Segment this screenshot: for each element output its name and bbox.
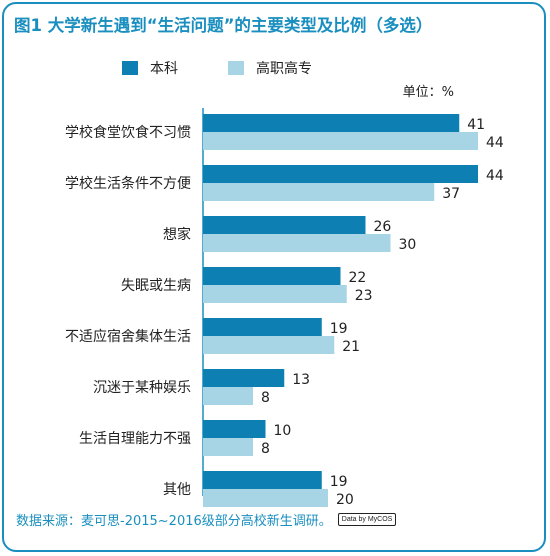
bar-vocational	[203, 336, 335, 354]
data-label: 8	[261, 441, 270, 457]
bar-undergrad	[203, 114, 460, 132]
bar-undergrad	[203, 420, 266, 438]
category-label: 学校食堂饮食不习惯	[65, 124, 191, 141]
bar-undergrad	[203, 165, 478, 183]
source-note: 数据来源：麦可思-2015~2016级部分高校新生调研。 Data by MyC…	[16, 510, 397, 529]
data-label: 44	[486, 168, 504, 184]
category-label: 学校生活条件不方便	[65, 175, 191, 192]
legend: 本科 高职高专	[122, 58, 362, 78]
data-label: 37	[442, 186, 460, 202]
legend-label-vocational: 高职高专	[256, 61, 312, 77]
data-label: 8	[261, 390, 270, 406]
data-label: 10	[274, 423, 292, 439]
bar-undergrad	[203, 471, 322, 489]
data-label: 22	[349, 270, 367, 286]
legend-swatch-vocational	[228, 61, 244, 75]
bar-undergrad	[203, 267, 341, 285]
legend-item-undergrad: 本科	[122, 58, 178, 78]
data-label: 41	[467, 117, 485, 133]
category-label: 沉迷于某种娱乐	[93, 380, 191, 396]
data-label: 19	[330, 321, 348, 337]
data-label: 23	[355, 288, 373, 304]
bar-vocational	[203, 489, 328, 507]
unit-label: 单位：%	[402, 85, 454, 100]
bar-vocational	[203, 387, 253, 405]
data-label: 44	[486, 135, 504, 151]
data-label: 21	[342, 339, 360, 355]
data-label: 13	[292, 372, 310, 388]
bar-vocational	[203, 234, 391, 252]
data-label: 26	[374, 219, 392, 235]
bar-vocational	[203, 285, 347, 303]
data-label: 30	[399, 237, 417, 253]
chart-title: 图1 大学新生遇到“生活问题”的主要类型及比例（多选）	[14, 16, 433, 35]
legend-label-undergrad: 本科	[150, 61, 178, 77]
category-label: 其他	[163, 482, 191, 498]
legend-item-vocational: 高职高专	[228, 58, 312, 78]
category-label: 失眠或生病	[121, 278, 191, 294]
bar-vocational	[203, 132, 478, 150]
category-label: 不适应宿舍集体生活	[65, 328, 191, 345]
bar-undergrad	[203, 318, 322, 336]
data-label: 20	[336, 492, 354, 508]
category-label: 想家	[163, 226, 191, 243]
data-label: 19	[330, 474, 348, 490]
bar-vocational	[203, 438, 253, 456]
bar-vocational	[203, 183, 435, 201]
bar-undergrad	[203, 369, 285, 387]
source-text: 数据来源：麦可思-2015~2016级部分高校新生调研。	[16, 514, 332, 529]
category-label: 生活自理能力不强	[79, 431, 191, 447]
mycos-logo: Data by MyCOS	[337, 513, 397, 526]
bar-undergrad	[203, 216, 366, 234]
legend-swatch-undergrad	[122, 61, 138, 75]
